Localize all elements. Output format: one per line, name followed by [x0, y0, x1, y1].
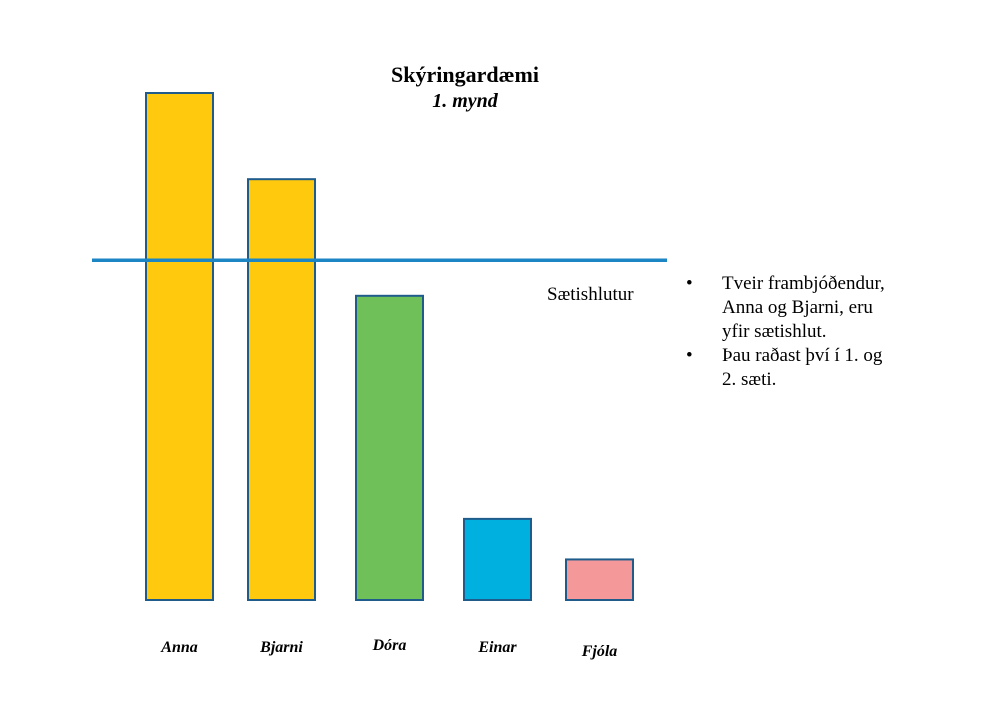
bar-dóra — [355, 294, 424, 601]
category-label: Fjóla — [581, 643, 618, 660]
note-text: Tveir frambjóðendur, Anna og Bjarni, eru… — [722, 273, 885, 342]
bars-group — [145, 92, 634, 602]
notes-list: • Tveir frambjóðendur, Anna og Bjarni, e… — [684, 272, 924, 392]
bar-bjarni — [247, 178, 316, 601]
category-label: Anna — [160, 639, 197, 656]
bullet-icon: • — [686, 273, 693, 294]
category-label: Dóra — [372, 637, 407, 654]
bar-anna — [145, 92, 214, 601]
threshold-label: Sætishlutur — [547, 284, 634, 305]
category-label: Einar — [477, 639, 517, 656]
chart-title: Skýringardæmi — [391, 62, 539, 87]
bar-fjóla — [565, 558, 634, 602]
note-item: • Þau raðast því í 1. og 2. sæti. — [684, 344, 892, 392]
note-item: • Tveir frambjóðendur, Anna og Bjarni, e… — [684, 272, 892, 344]
note-text: Þau raðast því í 1. og 2. sæti. — [722, 345, 883, 390]
chart-subtitle: 1. mynd — [432, 90, 498, 112]
category-label: Bjarni — [259, 639, 303, 656]
bar-einar — [463, 517, 532, 602]
category-labels: Anna Bjarni Dóra Einar Fjóla — [160, 637, 617, 660]
bullet-icon: • — [686, 345, 693, 366]
